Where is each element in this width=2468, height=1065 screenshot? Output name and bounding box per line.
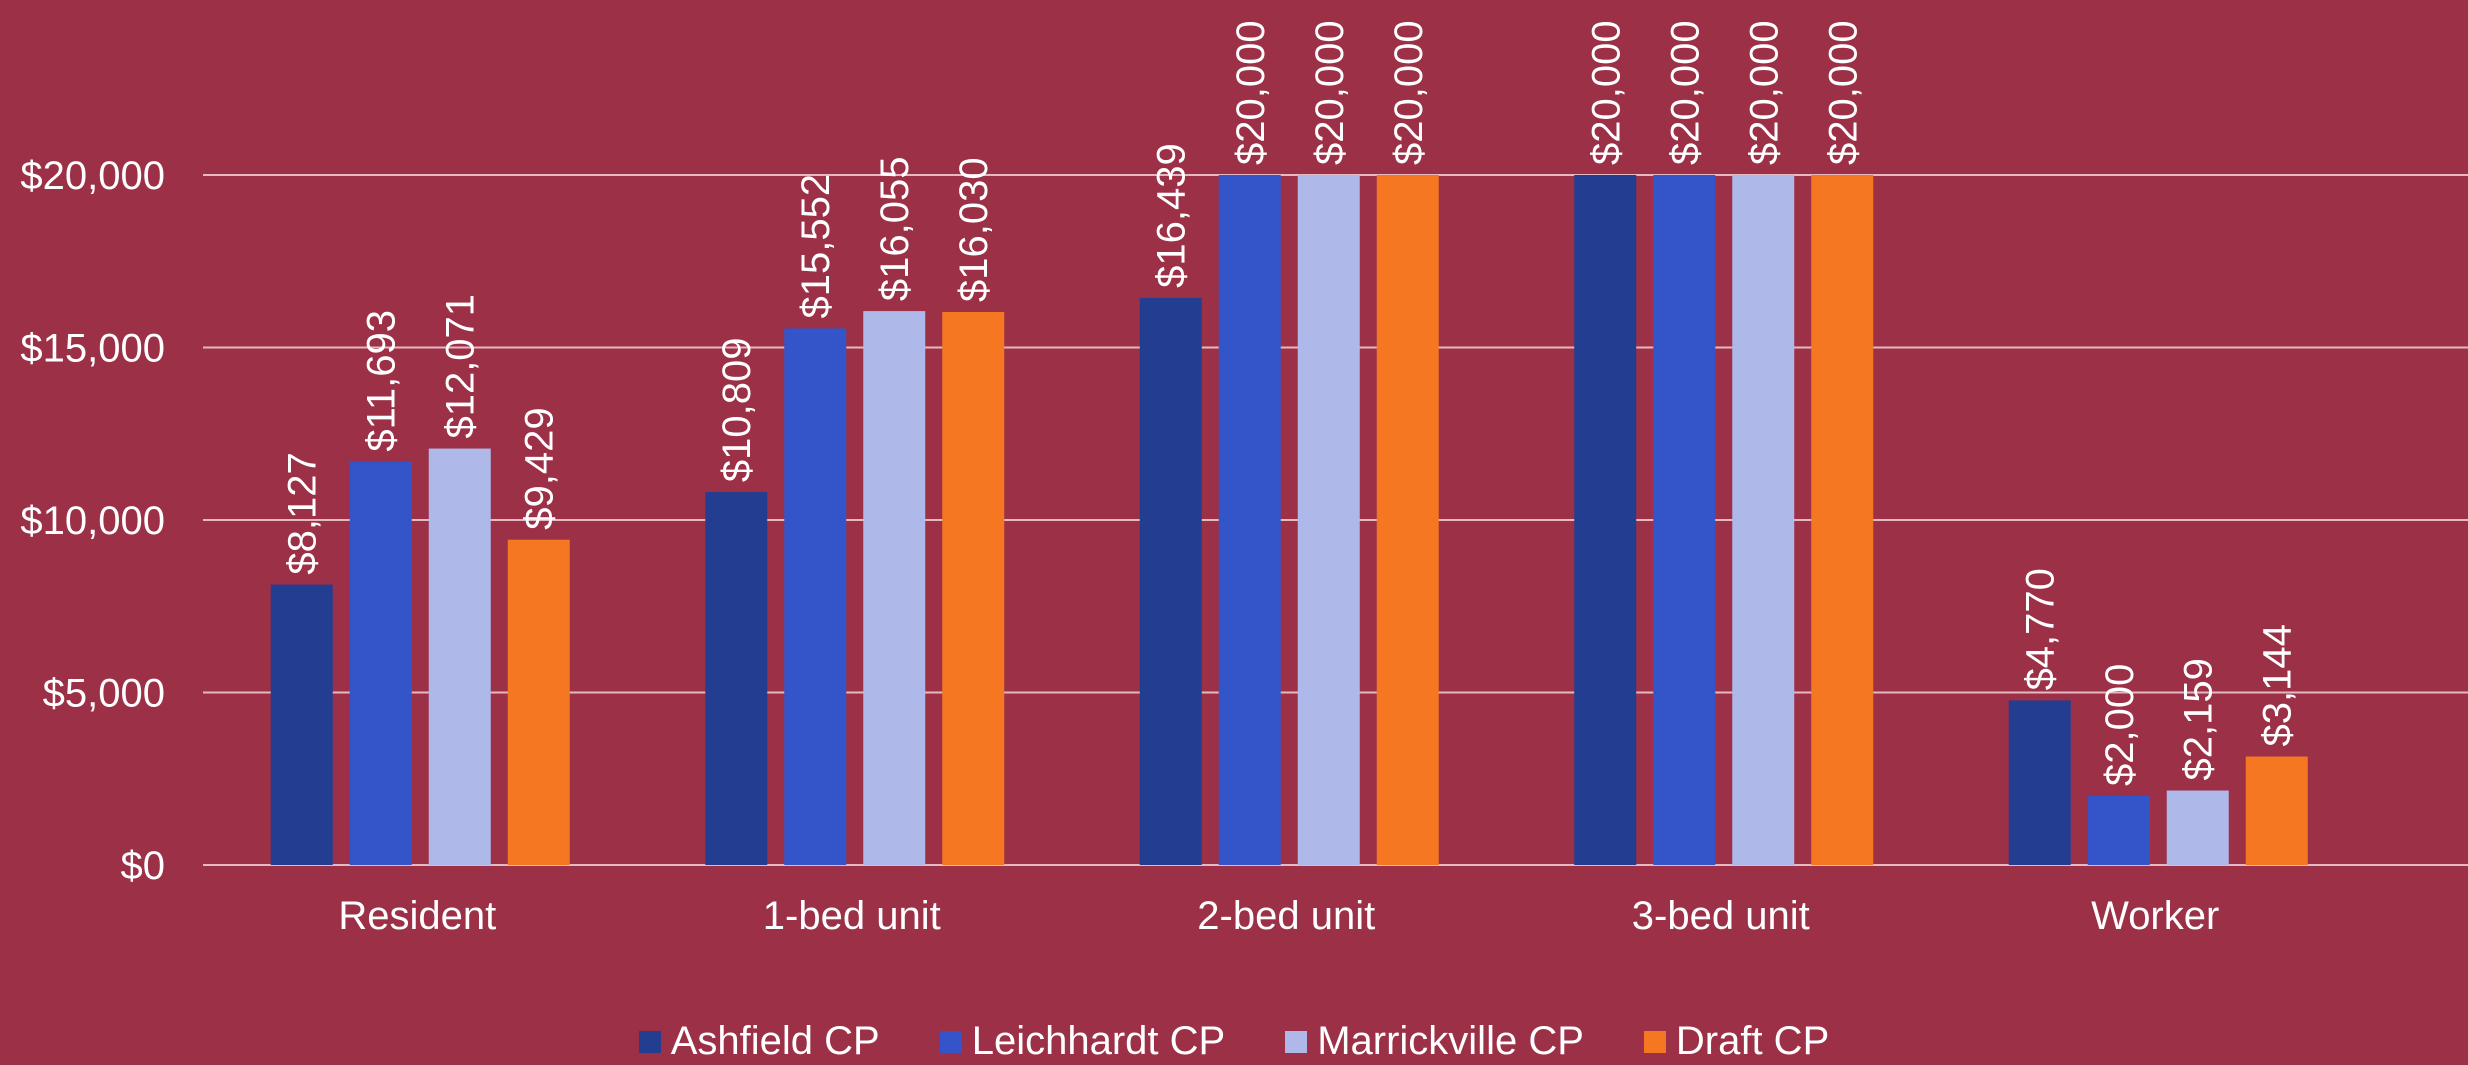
legend-swatch (939, 1030, 962, 1053)
x-tick-label: Resident (338, 894, 496, 938)
legend: Ashfield CP Leichhardt CP Marrickville CP D… (0, 1018, 2468, 1065)
bar (942, 311, 1005, 866)
x-tick-label: Worker (2091, 894, 2219, 938)
y-tick-label: $0 (121, 844, 166, 888)
bar (507, 539, 570, 865)
data-label: $11,693 (360, 310, 404, 452)
data-label: $16,439 (1150, 143, 1194, 288)
legend-swatch (1643, 1030, 1666, 1053)
bar (2087, 796, 2150, 865)
legend-label: Leichhardt CP (971, 1019, 1226, 1063)
bar (2008, 700, 2071, 865)
y-tick-label: $15,000 (20, 327, 165, 371)
data-label: $20,000 (1387, 20, 1431, 165)
x-tick-label: 2-bed unit (1197, 894, 1375, 938)
bar (428, 448, 491, 865)
data-label: $12,071 (439, 294, 483, 439)
bar (784, 328, 847, 865)
data-label: $16,030 (952, 157, 996, 302)
data-label: $2,159 (2177, 658, 2221, 780)
legend-label: Draft CP (1675, 1019, 1830, 1063)
bar (1653, 175, 1716, 865)
legend-swatch (1285, 1030, 1308, 1053)
bar (1297, 175, 1360, 865)
data-label: $20,000 (1584, 20, 1628, 165)
x-tick-label: 1-bed unit (763, 894, 941, 938)
bar (1376, 175, 1439, 865)
bar (349, 461, 412, 865)
data-label: $2,000 (2098, 664, 2142, 786)
data-label: $4,770 (2019, 568, 2063, 690)
legend-item: Leichhardt CP (939, 1018, 1226, 1065)
data-label: $20,000 (1742, 20, 1786, 165)
bar (1139, 297, 1202, 865)
bar (2245, 756, 2308, 865)
bar (2166, 790, 2229, 865)
legend-item: Marrickville CP (1285, 1018, 1584, 1065)
y-tick-label: $10,000 (20, 499, 165, 543)
data-label: $16,055 (873, 157, 917, 302)
data-label: $15,552 (794, 174, 838, 319)
legend-item: Ashfield CP (638, 1018, 880, 1065)
bar (705, 492, 768, 865)
data-label: $20,000 (1663, 20, 1707, 165)
bar (270, 584, 333, 865)
data-label: $10,809 (715, 337, 759, 482)
y-tick-label: $20,000 (20, 154, 165, 198)
bar (1218, 175, 1281, 865)
x-tick-label: 3-bed unit (1632, 894, 1810, 938)
data-label: $20,000 (1308, 20, 1352, 165)
bar (1732, 175, 1795, 865)
data-label: $20,000 (1821, 20, 1865, 165)
bar (1811, 175, 1874, 865)
data-label: $8,127 (281, 452, 325, 574)
data-label: $20,000 (1229, 20, 1273, 165)
legend-label: Ashfield CP (670, 1019, 880, 1063)
y-tick-label: $5,000 (43, 672, 165, 716)
bar (1574, 175, 1637, 865)
legend-swatch (638, 1030, 661, 1053)
data-label: $9,429 (518, 407, 562, 529)
data-label: $3,144 (2256, 624, 2300, 746)
legend-label: Marrickville CP (1317, 1019, 1584, 1063)
bar (863, 311, 926, 865)
legend-item: Draft CP (1643, 1018, 1830, 1065)
